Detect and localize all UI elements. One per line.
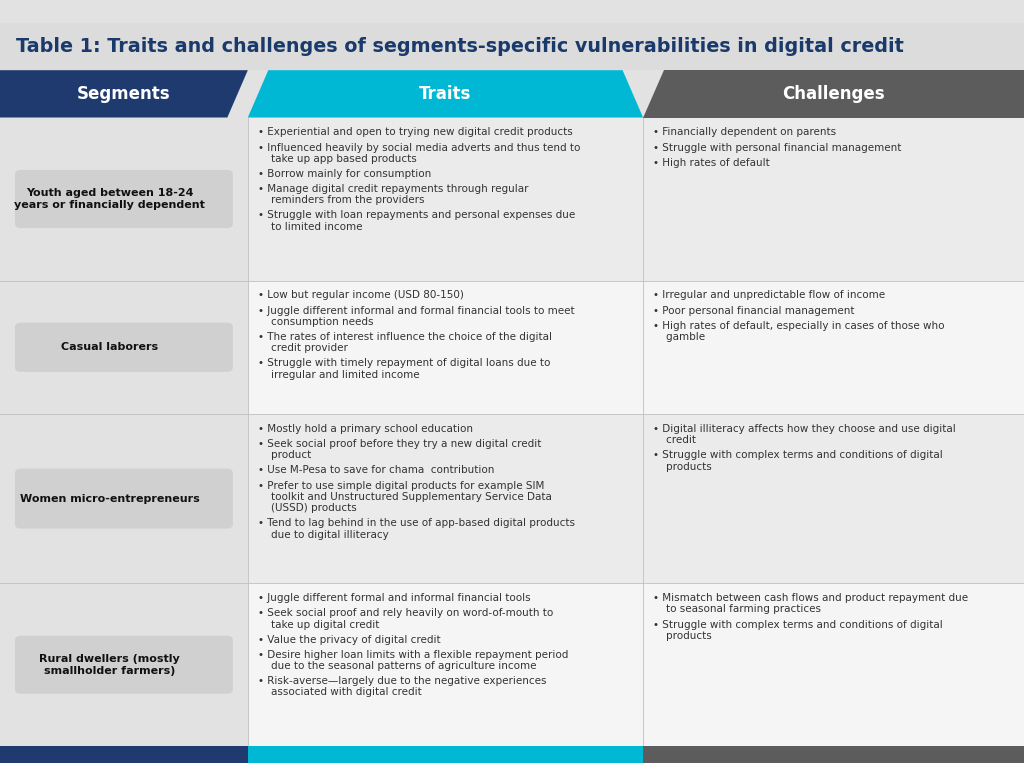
Text: • Mismatch between cash flows and product repayment due: • Mismatch between cash flows and produc… (653, 593, 969, 603)
Text: irregular and limited income: irregular and limited income (258, 369, 420, 380)
Bar (0, 414, 248, 583)
Text: to seasonal farming practices: to seasonal farming practices (653, 604, 821, 614)
Text: • High rates of default: • High rates of default (653, 158, 770, 168)
Text: due to digital illiteracy: due to digital illiteracy (258, 530, 389, 539)
Text: products: products (653, 631, 712, 641)
Text: Women micro-entrepreneurs: Women micro-entrepreneurs (19, 494, 200, 504)
Text: • Financially dependent on parents: • Financially dependent on parents (653, 127, 837, 137)
Bar (0, 118, 248, 281)
FancyBboxPatch shape (15, 323, 232, 372)
Text: associated with digital credit: associated with digital credit (258, 687, 422, 697)
Text: toolkit and Unstructured Supplementary Service Data: toolkit and Unstructured Supplementary S… (258, 492, 552, 502)
Text: Rural dwellers (mostly
smallholder farmers): Rural dwellers (mostly smallholder farme… (39, 654, 180, 675)
Text: product: product (258, 450, 311, 460)
Text: • Borrow mainly for consumption: • Borrow mainly for consumption (258, 169, 431, 179)
Text: • Experiential and open to trying new digital credit products: • Experiential and open to trying new di… (258, 127, 572, 137)
Text: (USSD) products: (USSD) products (258, 503, 356, 513)
Text: Casual laborers: Casual laborers (61, 343, 158, 353)
Bar (248, 746, 643, 763)
Text: take up digital credit: take up digital credit (258, 620, 380, 629)
Bar (0, 746, 248, 763)
Text: • Juggle different formal and informal financial tools: • Juggle different formal and informal f… (258, 593, 530, 603)
Bar (0, 281, 248, 414)
Text: • Juggle different informal and formal financial tools to meet: • Juggle different informal and formal f… (258, 305, 574, 316)
Bar (0, 414, 1024, 583)
Polygon shape (0, 70, 248, 118)
Bar (0, 583, 1024, 746)
Text: • High rates of default, especially in cases of those who: • High rates of default, especially in c… (653, 320, 945, 330)
Text: • Seek social proof before they try a new digital credit: • Seek social proof before they try a ne… (258, 439, 542, 449)
Polygon shape (248, 70, 643, 118)
Text: Table 1: Traits and challenges of segments-specific vulnerabilities in digital c: Table 1: Traits and challenges of segmen… (16, 37, 904, 56)
Bar (0, 583, 248, 746)
Text: Youth aged between 18-24
years or financially dependent: Youth aged between 18-24 years or financ… (14, 188, 205, 210)
Text: • Prefer to use simple digital products for example SIM: • Prefer to use simple digital products … (258, 481, 545, 491)
Text: due to the seasonal patterns of agriculture income: due to the seasonal patterns of agricult… (258, 661, 537, 671)
Text: credit: credit (653, 435, 696, 446)
Text: • Struggle with complex terms and conditions of digital: • Struggle with complex terms and condit… (653, 620, 943, 629)
Text: • Digital illiteracy affects how they choose and use digital: • Digital illiteracy affects how they ch… (653, 424, 956, 434)
Text: • Irregular and unpredictable flow of income: • Irregular and unpredictable flow of in… (653, 291, 886, 301)
Text: • Low but regular income (USD 80-150): • Low but regular income (USD 80-150) (258, 291, 464, 301)
FancyBboxPatch shape (15, 468, 232, 529)
Text: • Desire higher loan limits with a flexible repayment period: • Desire higher loan limits with a flexi… (258, 650, 568, 660)
Bar (0, 281, 1024, 414)
Text: • Manage digital credit repayments through regular: • Manage digital credit repayments throu… (258, 184, 528, 194)
Text: • Struggle with complex terms and conditions of digital: • Struggle with complex terms and condit… (653, 450, 943, 460)
Text: credit provider: credit provider (258, 343, 348, 353)
Text: • Tend to lag behind in the use of app-based digital products: • Tend to lag behind in the use of app-b… (258, 518, 575, 528)
Text: • The rates of interest influence the choice of the digital: • The rates of interest influence the ch… (258, 332, 552, 342)
Text: • Value the privacy of digital credit: • Value the privacy of digital credit (258, 635, 440, 645)
Text: Traits: Traits (419, 85, 472, 103)
Text: products: products (653, 462, 712, 472)
Text: • Use M-Pesa to save for chama  contribution: • Use M-Pesa to save for chama contribut… (258, 465, 495, 475)
Bar (0, 23, 1024, 70)
Text: • Struggle with loan repayments and personal expenses due: • Struggle with loan repayments and pers… (258, 211, 575, 221)
Text: • Struggle with personal financial management: • Struggle with personal financial manag… (653, 143, 902, 153)
FancyBboxPatch shape (15, 170, 232, 228)
Text: • Poor personal financial management: • Poor personal financial management (653, 305, 855, 316)
Text: • Seek social proof and rely heavily on word-of-mouth to: • Seek social proof and rely heavily on … (258, 608, 553, 618)
Bar (0, 118, 1024, 281)
Text: gamble: gamble (653, 332, 706, 342)
Text: Segments: Segments (77, 85, 171, 103)
Text: Challenges: Challenges (782, 85, 885, 103)
Text: • Influenced heavily by social media adverts and thus tend to: • Influenced heavily by social media adv… (258, 143, 581, 153)
FancyBboxPatch shape (15, 636, 232, 694)
Text: reminders from the providers: reminders from the providers (258, 195, 425, 205)
Bar (643, 746, 1024, 763)
Text: consumption needs: consumption needs (258, 317, 374, 327)
Text: take up app based products: take up app based products (258, 154, 417, 164)
Text: • Struggle with timely repayment of digital loans due to: • Struggle with timely repayment of digi… (258, 359, 551, 369)
Text: to limited income: to limited income (258, 222, 362, 232)
Polygon shape (643, 70, 1024, 118)
Text: • Mostly hold a primary school education: • Mostly hold a primary school education (258, 424, 473, 434)
Text: • Risk-averse—largely due to the negative experiences: • Risk-averse—largely due to the negativ… (258, 676, 547, 686)
